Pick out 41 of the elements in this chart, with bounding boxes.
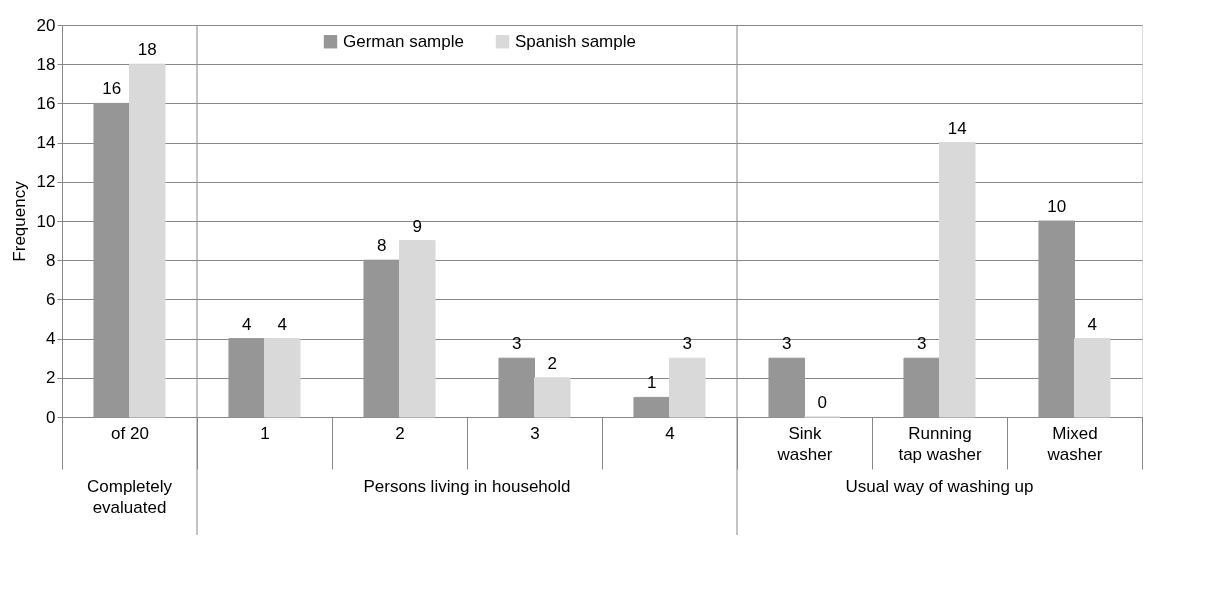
data-label: 3 [512, 334, 522, 354]
y-axis-title: Frequency [9, 180, 29, 262]
y-tick-label: 14 [36, 133, 56, 153]
x-tick-label: 1 [260, 423, 270, 443]
data-label: 4 [277, 314, 287, 334]
x-tick-label: 3 [530, 423, 540, 443]
y-tick-label: 4 [46, 329, 56, 349]
data-label: 18 [137, 40, 157, 60]
data-label: 4 [242, 314, 252, 334]
y-tick-label: 6 [46, 289, 56, 309]
x-tick-label: Running tap washer [898, 423, 982, 464]
legend-label: German sample [343, 31, 464, 51]
data-label: 1 [647, 373, 657, 393]
data-label: 16 [102, 79, 122, 99]
x-tick-label: of 20 [111, 423, 149, 443]
y-tick-label: 8 [46, 250, 56, 270]
data-label: 14 [947, 118, 967, 138]
data-label: 8 [377, 236, 387, 256]
data-label: 4 [1087, 314, 1097, 334]
data-label: 3 [917, 334, 927, 354]
data-label: 3 [682, 334, 692, 354]
data-label: 2 [547, 353, 557, 373]
data-label: 3 [782, 334, 792, 354]
y-tick-label: 10 [36, 211, 56, 231]
text: Persons living in household [363, 477, 571, 496]
x-tick-label: Mixed washer [1046, 423, 1103, 464]
text: Usual way of washing up [845, 477, 1034, 496]
x-tick-label: 4 [665, 423, 675, 443]
y-tick-label: 0 [46, 407, 56, 427]
y-tick-label: 16 [36, 93, 56, 113]
y-tick-label: 12 [36, 172, 56, 192]
text: Completely evaluated [86, 477, 173, 517]
y-tick-label: 18 [36, 54, 56, 74]
x-tick-label: Sink washer [776, 423, 833, 464]
data-label: 10 [1047, 197, 1067, 216]
data-label: 9 [412, 216, 422, 236]
data-label: 0 [817, 393, 827, 412]
y-tick-label: 20 [36, 15, 56, 35]
legend-label: Spanish sample [515, 31, 636, 51]
y-tick-label: 2 [46, 368, 56, 388]
x-tick-label: 2 [395, 423, 405, 443]
